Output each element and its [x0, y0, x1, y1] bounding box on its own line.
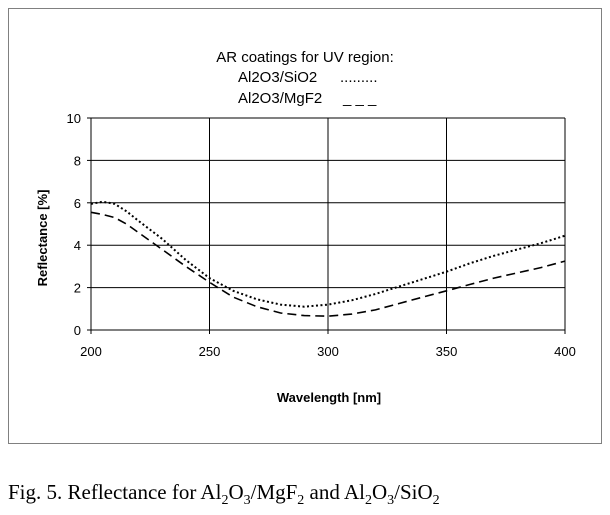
y-tick-label: 4	[74, 238, 81, 253]
plot-area: 0 2 4 6 8 10 200 250 300 350 400	[67, 111, 576, 359]
y-tick-label: 2	[74, 281, 81, 296]
caption-text: O	[228, 480, 244, 504]
legend-entry-sio2: Al2O3/SiO2	[238, 69, 317, 86]
reflectance-chart: AR coatings for UV region: Al2O3/SiO2 ..…	[35, 49, 576, 405]
y-tick-label: 0	[74, 323, 81, 338]
caption-sub: 2	[221, 493, 229, 509]
x-axis-label: Wavelength [nm]	[277, 390, 381, 405]
caption-sub: 3	[243, 493, 251, 509]
y-axis-label: Reflectance [%]	[35, 190, 50, 287]
figure-caption: Fig. 5. Reflectance for Al2O3/MgF2 and A…	[8, 480, 440, 509]
caption-sub: 2	[297, 493, 305, 509]
chart-frame	[8, 8, 602, 444]
x-tick-label: 250	[199, 344, 221, 359]
caption-text: Fig. 5. Reflectance for Al	[8, 480, 222, 504]
caption-text: O	[371, 480, 388, 504]
legend-marker-dotted: .........	[340, 69, 378, 86]
series-line-mgf2	[90, 211, 566, 318]
caption-text: /MgF	[250, 480, 298, 504]
x-tick-label: 400	[554, 344, 576, 359]
legend-entry-mgf2: Al2O3/MgF2	[238, 90, 322, 107]
y-tick-label: 8	[74, 153, 81, 168]
series-line-sio2	[90, 200, 566, 308]
caption-text: /SiO	[394, 480, 433, 504]
x-tick-label: 200	[80, 344, 102, 359]
caption-sub: 3	[387, 493, 395, 509]
y-tick-label: 10	[67, 111, 81, 126]
chart-title: AR coatings for UV region:	[216, 49, 394, 66]
x-tick-label: 350	[436, 344, 458, 359]
x-tick-label: 300	[317, 344, 339, 359]
caption-text: and Al	[304, 480, 365, 504]
legend-marker-dashed: _ _ _	[342, 90, 377, 107]
y-tick-label: 6	[74, 196, 81, 211]
caption-sub: 2	[364, 493, 372, 509]
caption-sub: 2	[432, 493, 440, 509]
